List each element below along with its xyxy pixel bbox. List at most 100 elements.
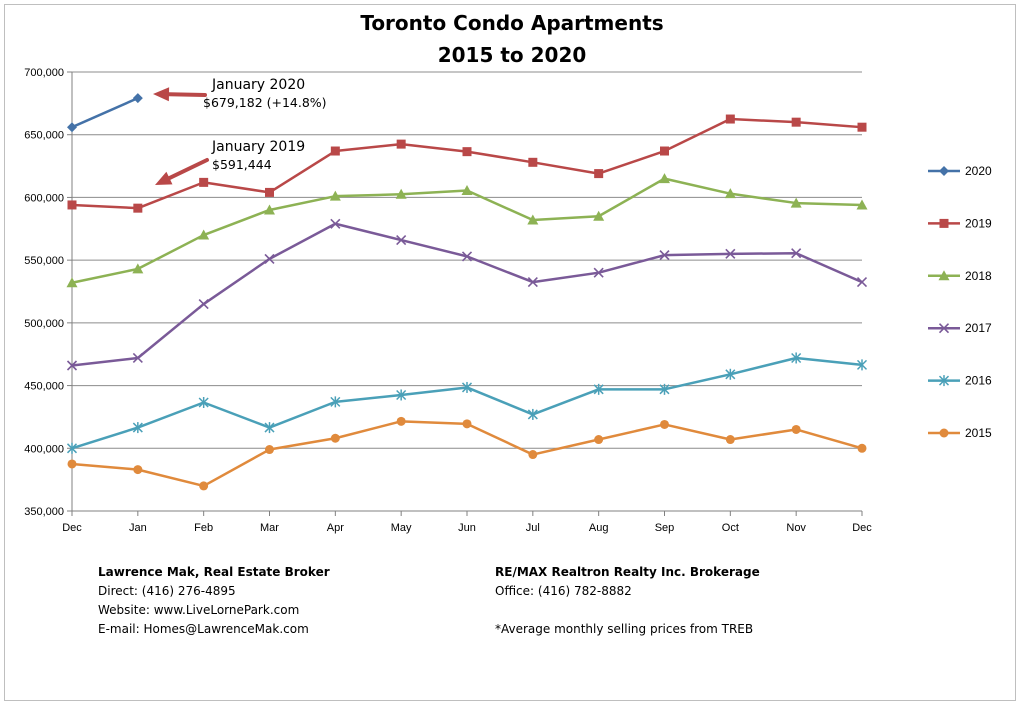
y-tick-label: 650,000 bbox=[24, 130, 64, 142]
data-point-2015 bbox=[791, 424, 801, 434]
data-point-2017 bbox=[725, 248, 736, 259]
data-point-2017 bbox=[527, 277, 538, 288]
data-point-2019 bbox=[528, 157, 538, 167]
source-note: *Average monthly selling prices from TRE… bbox=[495, 622, 754, 636]
data-point-2015 bbox=[67, 459, 77, 469]
x-tick-label: Feb bbox=[194, 522, 213, 534]
data-point-2019 bbox=[67, 200, 77, 210]
data-point-2015 bbox=[265, 445, 274, 455]
legend-item-2017: 2017 bbox=[928, 321, 992, 335]
data-point-2017 bbox=[66, 360, 78, 371]
data-point-2016 bbox=[856, 359, 868, 371]
legend-label: 2018 bbox=[965, 269, 992, 283]
data-point-2019 bbox=[594, 169, 604, 179]
data-point-2017 bbox=[856, 277, 868, 288]
legend-marker bbox=[939, 428, 949, 438]
data-point-2016 bbox=[659, 383, 670, 395]
annotation-arrow bbox=[155, 158, 209, 185]
legend-marker bbox=[938, 270, 950, 281]
series-2019 bbox=[67, 114, 867, 213]
series-line-2016 bbox=[71, 356, 863, 450]
data-point-2017 bbox=[330, 218, 341, 229]
x-tick-label: May bbox=[391, 522, 412, 534]
data-point-2019 bbox=[396, 139, 406, 149]
data-point-2017 bbox=[132, 352, 143, 364]
data-point-2017 bbox=[593, 267, 604, 278]
data-point-2019 bbox=[660, 146, 669, 156]
data-point-2018 bbox=[659, 173, 670, 184]
data-point-2015 bbox=[462, 419, 472, 429]
legend-label: 2017 bbox=[965, 321, 992, 335]
arrow-head bbox=[155, 171, 173, 185]
arrow-shaft bbox=[166, 92, 207, 97]
data-point-2016 bbox=[264, 422, 275, 434]
x-tick-label: Apr bbox=[327, 522, 344, 534]
data-point-2017 bbox=[264, 253, 275, 264]
x-tick-label: Dec bbox=[62, 522, 82, 534]
data-point-2018 bbox=[527, 214, 539, 225]
legend-label: 2016 bbox=[965, 374, 992, 388]
series-group bbox=[66, 93, 868, 491]
data-point-2019 bbox=[462, 147, 472, 157]
data-point-2018 bbox=[395, 188, 407, 199]
data-point-2016 bbox=[330, 396, 341, 408]
legend-label: 2020 bbox=[965, 164, 992, 178]
chart-title-line-2: 2015 to 2020 bbox=[438, 43, 587, 67]
broker-name: Lawrence Mak, Real Estate Broker bbox=[98, 565, 330, 579]
legend-marker bbox=[939, 218, 949, 228]
data-point-2018 bbox=[790, 197, 802, 208]
legend-marker bbox=[938, 375, 950, 387]
chart-title-line-1: Toronto Condo Apartments bbox=[360, 11, 663, 35]
legend-item-2015: 2015 bbox=[928, 426, 992, 440]
data-point-2015 bbox=[660, 419, 669, 429]
series-2016 bbox=[66, 352, 868, 454]
annotation-jan2019-value: $591,444 bbox=[212, 157, 272, 172]
data-point-2018 bbox=[856, 199, 868, 210]
series-2015 bbox=[67, 416, 867, 491]
data-point-2020 bbox=[132, 93, 143, 104]
data-point-2016 bbox=[527, 408, 538, 420]
data-point-2018 bbox=[461, 185, 473, 196]
y-tick-label: 400,000 bbox=[24, 443, 64, 455]
data-point-2019 bbox=[857, 122, 867, 132]
data-point-2016 bbox=[725, 368, 736, 380]
data-point-2015 bbox=[330, 433, 340, 443]
data-point-2018 bbox=[593, 210, 605, 221]
annotation-jan2020-value: $679,182 (+14.8%) bbox=[203, 95, 327, 110]
legend-label: 2015 bbox=[965, 426, 992, 440]
data-point-2015 bbox=[594, 435, 604, 445]
data-point-2016 bbox=[66, 442, 78, 454]
x-tick-label: Nov bbox=[786, 522, 806, 534]
series-line-2020 bbox=[71, 96, 139, 129]
data-point-2015 bbox=[133, 465, 143, 475]
data-point-2016 bbox=[461, 381, 473, 393]
y-tick-label: 600,000 bbox=[24, 192, 64, 204]
x-tick-label: Mar bbox=[260, 522, 279, 534]
arrow-head bbox=[153, 87, 170, 102]
data-point-2015 bbox=[725, 435, 735, 445]
legend-item-2018: 2018 bbox=[928, 269, 992, 283]
chart-frame bbox=[4, 4, 1016, 701]
data-point-2015 bbox=[396, 416, 406, 426]
series-line-2017 bbox=[71, 222, 863, 367]
data-point-2017 bbox=[659, 250, 670, 261]
legend-label: 2019 bbox=[965, 216, 992, 230]
broker-contact: Lawrence Mak, Real Estate Broker Direct:… bbox=[98, 563, 330, 639]
series-line-2015 bbox=[71, 420, 863, 488]
broker-phone: Direct: (416) 276-4895 bbox=[98, 584, 236, 598]
data-point-2020 bbox=[67, 122, 77, 133]
data-point-2019 bbox=[199, 177, 209, 187]
data-point-2016 bbox=[791, 352, 802, 364]
x-tick-label: Jun bbox=[458, 522, 476, 534]
brokerage-phone: Office: (416) 782-8882 bbox=[495, 584, 632, 598]
y-tick-label: 550,000 bbox=[24, 255, 64, 267]
y-tick-label: 350,000 bbox=[24, 506, 64, 518]
legend-item-2016: 2016 bbox=[928, 374, 992, 388]
data-point-2017 bbox=[461, 251, 473, 262]
data-point-2018 bbox=[198, 229, 210, 240]
annotation-arrow bbox=[153, 87, 207, 102]
data-point-2018 bbox=[66, 277, 78, 288]
series-2020 bbox=[67, 93, 143, 133]
data-point-2018 bbox=[724, 188, 736, 199]
